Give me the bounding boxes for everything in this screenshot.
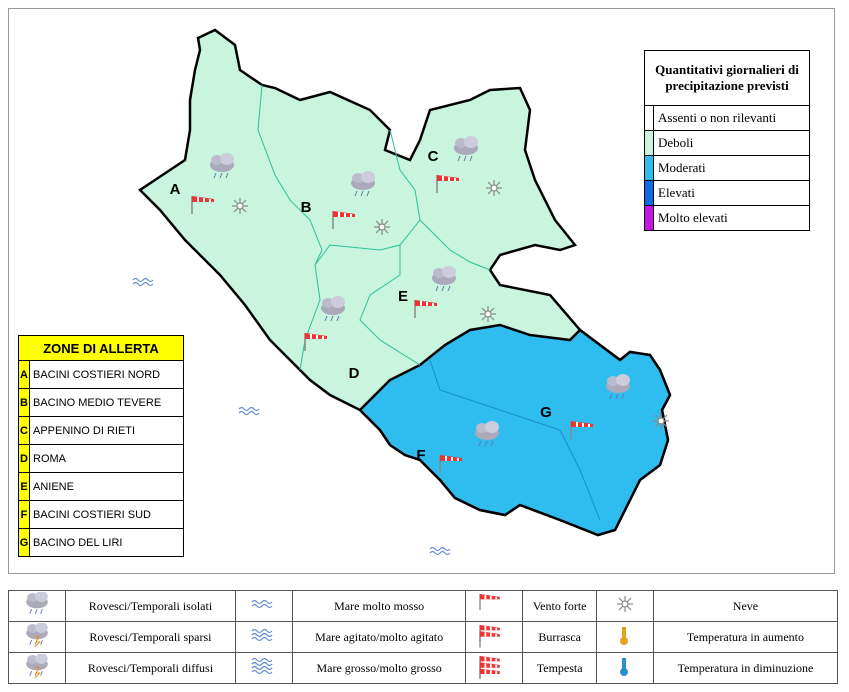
- zone-name: APPENINO DI RIETI: [29, 416, 184, 445]
- symbol-label: Tempesta: [522, 652, 597, 684]
- legend-row: Deboli: [644, 130, 810, 156]
- icon: [25, 590, 49, 615]
- zone-label: F: [416, 447, 425, 464]
- zone-label: A: [170, 181, 181, 198]
- legend-label: Elevati: [653, 180, 810, 206]
- symbol-label: Mare grosso/molto grosso: [291, 652, 467, 684]
- map-frame: [8, 8, 835, 574]
- zone-row: D ROMA: [18, 444, 184, 473]
- legend-swatch: [644, 105, 654, 131]
- zone-name: ANIENE: [29, 472, 184, 501]
- zone-code: B: [18, 388, 30, 417]
- zone-code: C: [18, 416, 30, 445]
- icon: [616, 595, 634, 613]
- icon: [479, 624, 502, 649]
- zone-name: BACINI COSTIERI NORD: [29, 360, 184, 389]
- symbol-row: Rovesci/Temporali diffusi Mare grosso/mol…: [8, 652, 839, 686]
- legend-row: Assenti o non rilevanti: [644, 105, 810, 131]
- symbol-icon: [8, 652, 66, 684]
- symbol-icon: [465, 590, 524, 622]
- legend-label: Molto elevati: [653, 205, 810, 231]
- zone-label: D: [349, 365, 360, 382]
- zone-name: BACINO DEL LIRI: [29, 528, 184, 557]
- symbol-label: Temperatura in aumento: [652, 621, 839, 653]
- symbol-label: Vento forte: [522, 590, 597, 622]
- precipitation-legend: Quantitativi giornalieri di precipitazio…: [644, 50, 810, 231]
- icon: [619, 658, 628, 676]
- legend-label: Assenti o non rilevanti: [653, 105, 810, 131]
- zone-code: E: [18, 472, 30, 501]
- symbol-legend: Rovesci/Temporali isolati Mare molto moss…: [8, 590, 839, 686]
- zone-name: BACINI COSTIERI SUD: [29, 500, 184, 529]
- zone-code: G: [18, 528, 30, 557]
- legend-swatch: [644, 155, 654, 181]
- symbol-label: Mare molto mosso: [291, 590, 467, 622]
- zone-boundaries-south: [429, 359, 601, 521]
- zone-row: F BACINI COSTIERI SUD: [18, 500, 184, 529]
- symbol-row: Rovesci/Temporali sparsi Mare agitato/mol…: [8, 621, 839, 653]
- symbol-icon: [234, 590, 293, 622]
- symbol-icon: [234, 621, 293, 653]
- zone-name: ROMA: [29, 444, 184, 473]
- symbol-label: Temperatura in diminuzione: [652, 652, 839, 684]
- symbol-row: Rovesci/Temporali isolati Mare molto moss…: [8, 590, 839, 622]
- icon: [251, 599, 273, 609]
- zone-code: F: [18, 500, 30, 529]
- symbol-icon: [465, 621, 524, 653]
- legend-label: Deboli: [653, 130, 810, 156]
- zone-name: BACINO MEDIO TEVERE: [29, 388, 184, 417]
- symbol-label: Rovesci/Temporali sparsi: [65, 621, 236, 653]
- icon: [479, 655, 502, 686]
- zone-code: A: [18, 360, 30, 389]
- zone-code: D: [18, 444, 30, 473]
- zone-label: C: [428, 148, 439, 165]
- symbol-label: Rovesci/Temporali isolati: [65, 590, 236, 622]
- icon: [619, 627, 628, 645]
- zone-row: A BACINI COSTIERI NORD: [18, 360, 184, 389]
- symbol-icon: [8, 590, 66, 622]
- icon: [25, 621, 49, 648]
- zone-boundaries: [257, 84, 491, 371]
- icon: [251, 657, 273, 675]
- legend-title: Quantitativi giornalieri di precipitazio…: [644, 50, 810, 106]
- symbol-label: Mare agitato/molto agitato: [291, 621, 467, 653]
- alert-zones-table: ZONE DI ALLERTA A BACINI COSTIERI NORD B BA…: [18, 335, 184, 557]
- zones-title: ZONE DI ALLERTA: [18, 335, 184, 361]
- symbol-icon: [8, 621, 66, 653]
- symbol-icon: [595, 590, 654, 622]
- symbol-icon: [234, 652, 293, 684]
- icon: [25, 652, 49, 679]
- zone-label: E: [398, 288, 408, 305]
- zone-row: E ANIENE: [18, 472, 184, 501]
- symbol-icon: [595, 621, 654, 653]
- zone-row: G BACINO DEL LIRI: [18, 528, 184, 557]
- icon: [479, 593, 502, 612]
- symbol-icon: [595, 652, 654, 684]
- symbol-label: Burrasca: [522, 621, 597, 653]
- legend-swatch: [644, 205, 654, 231]
- region-moderate: [358, 323, 672, 537]
- legend-label: Moderati: [653, 155, 810, 181]
- legend-swatch: [644, 130, 654, 156]
- zone-label: B: [301, 199, 312, 216]
- zone-row: B BACINO MEDIO TEVERE: [18, 388, 184, 417]
- symbol-label: Rovesci/Temporali diffusi: [65, 652, 236, 684]
- icon: [251, 628, 273, 642]
- zone-label: G: [540, 404, 552, 421]
- zone-row: C APPENINO DI RIETI: [18, 416, 184, 445]
- legend-swatch: [644, 180, 654, 206]
- legend-row: Moderati: [644, 155, 810, 181]
- symbol-icon: [465, 652, 524, 686]
- map: A B C D E F G: [132, 28, 672, 556]
- legend-row: Molto elevati: [644, 205, 810, 231]
- symbol-label: Neve: [652, 590, 839, 622]
- legend-row: Elevati: [644, 180, 810, 206]
